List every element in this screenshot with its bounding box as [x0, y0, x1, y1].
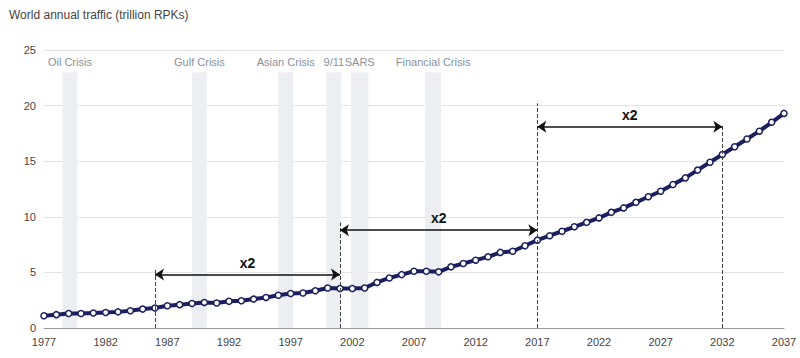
svg-text:2012: 2012 — [463, 336, 487, 348]
svg-text:Oil Crisis: Oil Crisis — [48, 56, 92, 68]
svg-text:Financial Crisis: Financial Crisis — [396, 56, 471, 68]
svg-text:1977: 1977 — [32, 336, 56, 348]
svg-text:Gulf Crisis: Gulf Crisis — [174, 56, 225, 68]
svg-text:15: 15 — [24, 155, 36, 167]
svg-text:2002: 2002 — [340, 336, 364, 348]
svg-text:2022: 2022 — [587, 336, 611, 348]
svg-text:Asian Crisis: Asian Crisis — [257, 56, 316, 68]
svg-text:9/11: 9/11 — [324, 56, 345, 68]
svg-text:x2: x2 — [431, 210, 447, 226]
svg-text:2017: 2017 — [525, 336, 549, 348]
svg-text:5: 5 — [30, 266, 36, 278]
svg-text:x2: x2 — [240, 255, 256, 271]
svg-text:2037: 2037 — [772, 336, 796, 348]
svg-text:World annual traffic (trillion: World annual traffic (trillion RPKs) — [9, 8, 189, 22]
svg-text:2032: 2032 — [710, 336, 734, 348]
svg-text:1992: 1992 — [217, 336, 241, 348]
svg-text:x2: x2 — [622, 107, 638, 123]
svg-text:25: 25 — [24, 44, 36, 56]
svg-text:1997: 1997 — [278, 336, 302, 348]
svg-text:SARS: SARS — [345, 56, 375, 68]
svg-text:20: 20 — [24, 100, 36, 112]
svg-text:2027: 2027 — [648, 336, 672, 348]
svg-text:0: 0 — [30, 322, 36, 334]
svg-text:10: 10 — [24, 211, 36, 223]
svg-text:2007: 2007 — [402, 336, 426, 348]
svg-text:1982: 1982 — [93, 336, 117, 348]
svg-text:1987: 1987 — [155, 336, 179, 348]
